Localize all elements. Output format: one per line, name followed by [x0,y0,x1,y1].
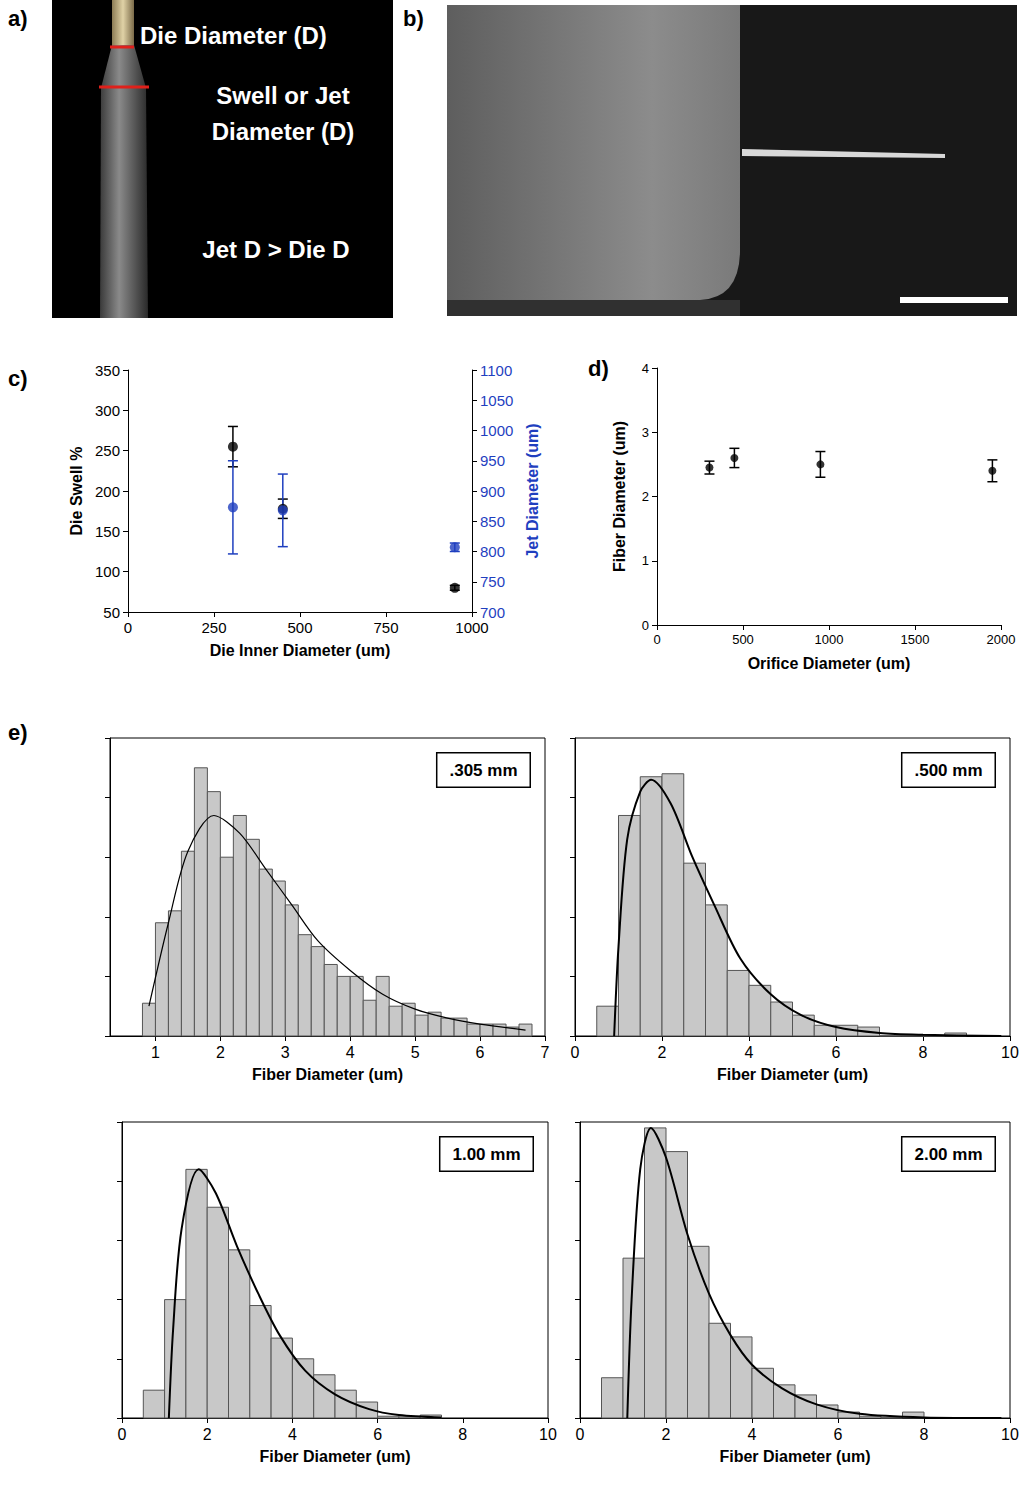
svg-text:Orifice Diameter (um): Orifice Diameter (um) [748,655,911,672]
svg-text:950: 950 [480,452,505,469]
svg-text:2: 2 [642,489,649,504]
svg-text:350: 350 [95,362,120,379]
svg-text:250: 250 [95,442,120,459]
svg-text:10: 10 [1001,1426,1019,1443]
svg-text:10: 10 [539,1426,557,1443]
svg-text:Die Inner Diameter (um): Die Inner Diameter (um) [210,642,390,659]
svg-text:Jet D > Die D: Jet D > Die D [202,236,349,263]
html-text:d): d) [588,356,609,381]
svg-text:6: 6 [832,1044,841,1061]
svg-text:Fiber Diameter (um): Fiber Diameter (um) [717,1066,868,1083]
svg-text:Jet Diameter (um): Jet Diameter (um) [524,423,541,558]
svg-text:0: 0 [571,1044,580,1061]
svg-text:Diameter (D): Diameter (D) [212,118,355,145]
svg-text:6: 6 [373,1426,382,1443]
svg-text:.500 mm: .500 mm [914,761,982,780]
svg-text:Fiber Diameter (um): Fiber Diameter (um) [259,1448,410,1465]
svg-text:1.00 mm: 1.00 mm [452,1145,520,1164]
svg-text:700: 700 [480,604,505,621]
svg-text:0: 0 [118,1426,127,1443]
svg-text:6: 6 [476,1044,485,1061]
svg-text:1100: 1100 [480,362,512,379]
svg-text:1000: 1000 [815,632,844,647]
svg-text:500: 500 [732,632,754,647]
svg-text:2: 2 [658,1044,667,1061]
svg-text:Die Swell %: Die Swell % [68,447,85,536]
svg-text:Die Diameter (D): Die Diameter (D) [140,22,327,49]
svg-text:8: 8 [920,1426,929,1443]
svg-text:750: 750 [480,573,505,590]
svg-text:4: 4 [642,361,649,376]
svg-text:50: 50 [103,604,120,621]
svg-text:1: 1 [642,553,649,568]
svg-text:2.00 mm: 2.00 mm [914,1145,982,1164]
svg-text:0: 0 [124,619,132,636]
html-text:b): b) [403,6,424,31]
svg-text:3: 3 [281,1044,290,1061]
svg-text:1000: 1000 [455,619,488,636]
svg-text:300: 300 [95,402,120,419]
svg-text:3: 3 [642,425,649,440]
svg-text:0: 0 [576,1426,585,1443]
svg-text:Fiber Diameter (um): Fiber Diameter (um) [611,421,628,572]
svg-text:200: 200 [95,483,120,500]
svg-text:6: 6 [834,1426,843,1443]
svg-text:2: 2 [216,1044,225,1061]
svg-text:4: 4 [745,1044,754,1061]
svg-text:.305 mm: .305 mm [449,761,517,780]
svg-text:1500: 1500 [901,632,930,647]
svg-text:5: 5 [411,1044,420,1061]
svg-text:850: 850 [480,513,505,530]
svg-text:2: 2 [203,1426,212,1443]
svg-text:Fiber Diameter (um): Fiber Diameter (um) [719,1448,870,1465]
svg-text:4: 4 [346,1044,355,1061]
svg-text:100: 100 [95,563,120,580]
svg-text:7: 7 [541,1044,550,1061]
svg-text:1050: 1050 [480,392,513,409]
svg-text:8: 8 [919,1044,928,1061]
svg-text:900: 900 [480,483,505,500]
svg-text:0: 0 [642,618,649,633]
svg-text:Fiber Diameter (um): Fiber Diameter (um) [252,1066,403,1083]
svg-text:10: 10 [1001,1044,1019,1061]
html-text:c): c) [8,366,28,391]
svg-text:4: 4 [748,1426,757,1443]
svg-text:Swell or Jet: Swell or Jet [216,82,349,109]
svg-text:800: 800 [480,543,505,560]
svg-text:2000: 2000 [987,632,1016,647]
svg-text:8: 8 [458,1426,467,1443]
svg-text:4: 4 [288,1426,297,1443]
html-text:a): a) [8,6,28,31]
svg-text:2: 2 [662,1426,671,1443]
svg-text:1000: 1000 [480,422,513,439]
svg-text:150: 150 [95,523,120,540]
svg-text:250: 250 [201,619,226,636]
svg-text:1: 1 [151,1044,160,1061]
svg-text:500: 500 [287,619,312,636]
svg-text:0: 0 [653,632,660,647]
html-text:e): e) [8,720,28,745]
svg-text:750: 750 [373,619,398,636]
